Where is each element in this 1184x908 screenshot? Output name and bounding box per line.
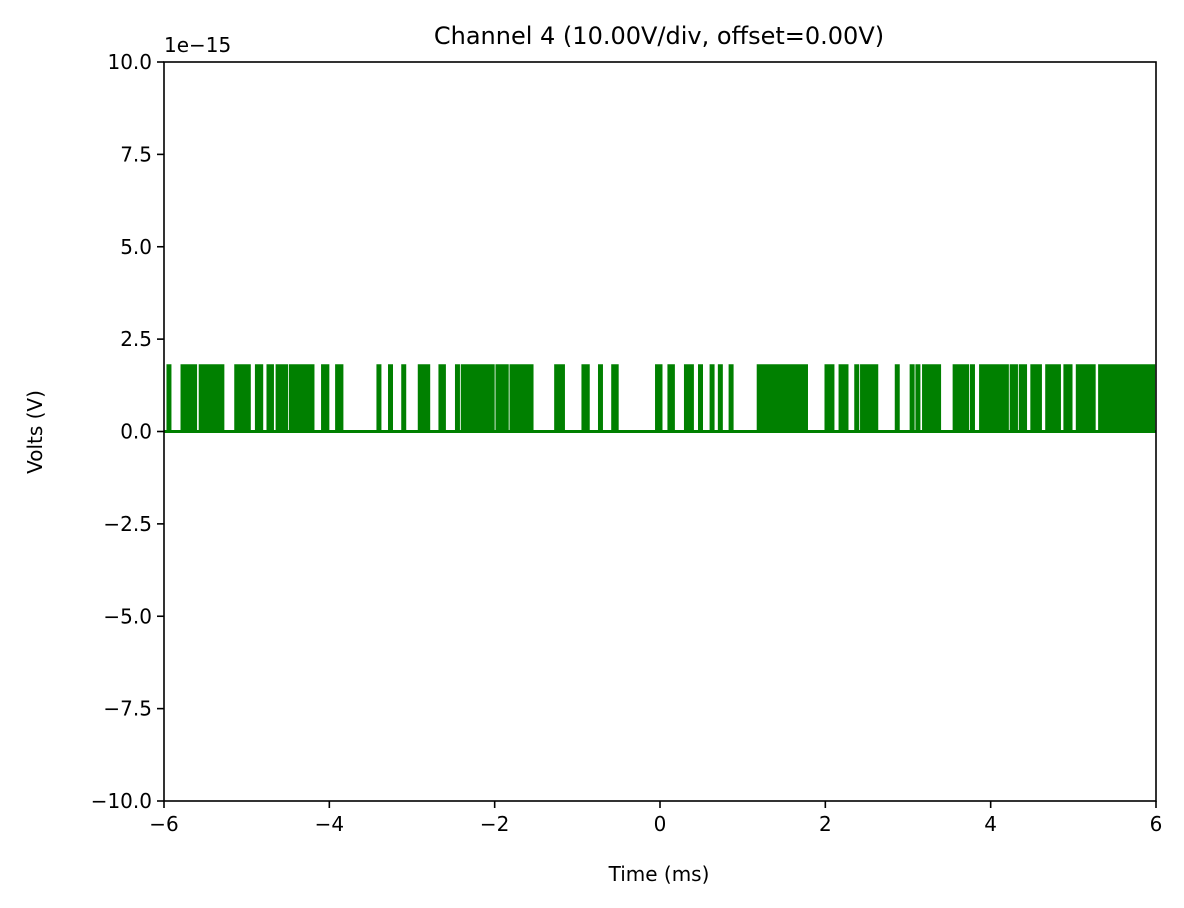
series-line-0	[164, 364, 1156, 433]
plot-area	[163, 61, 1157, 802]
y-scale-label: 1e−15	[164, 33, 231, 57]
y-axis-label: Volts (V)	[23, 390, 47, 474]
x-tick-label: 4	[984, 812, 997, 836]
x-tick-label: 2	[819, 812, 832, 836]
y-tick-label: −7.5	[103, 697, 152, 721]
x-tick-label: 6	[1150, 812, 1163, 836]
y-axis-ticks: −10.0 −7.5 −5.0 −2.5 0.0 2.5 5.0 7.5 10.0	[91, 50, 164, 813]
x-tick-label: −6	[149, 812, 178, 836]
y-tick-label: 5.0	[120, 235, 152, 259]
chart-title: Channel 4 (10.00V/div, offset=0.00V)	[434, 22, 884, 50]
y-tick-label: −2.5	[103, 512, 152, 536]
y-tick-label: 0.0	[120, 420, 152, 444]
x-axis-ticks: −6 −4 −2 0 2 4 6	[149, 801, 1162, 836]
y-tick-label: 10.0	[107, 50, 152, 74]
x-tick-label: −2	[480, 812, 509, 836]
y-tick-label: 2.5	[120, 327, 152, 351]
x-tick-label: −4	[315, 812, 344, 836]
y-tick-label: −10.0	[91, 789, 152, 813]
y-tick-label: −5.0	[103, 604, 152, 628]
x-axis-label: Time (ms)	[608, 862, 710, 886]
x-tick-label: 0	[654, 812, 667, 836]
y-tick-label: 7.5	[120, 142, 152, 166]
